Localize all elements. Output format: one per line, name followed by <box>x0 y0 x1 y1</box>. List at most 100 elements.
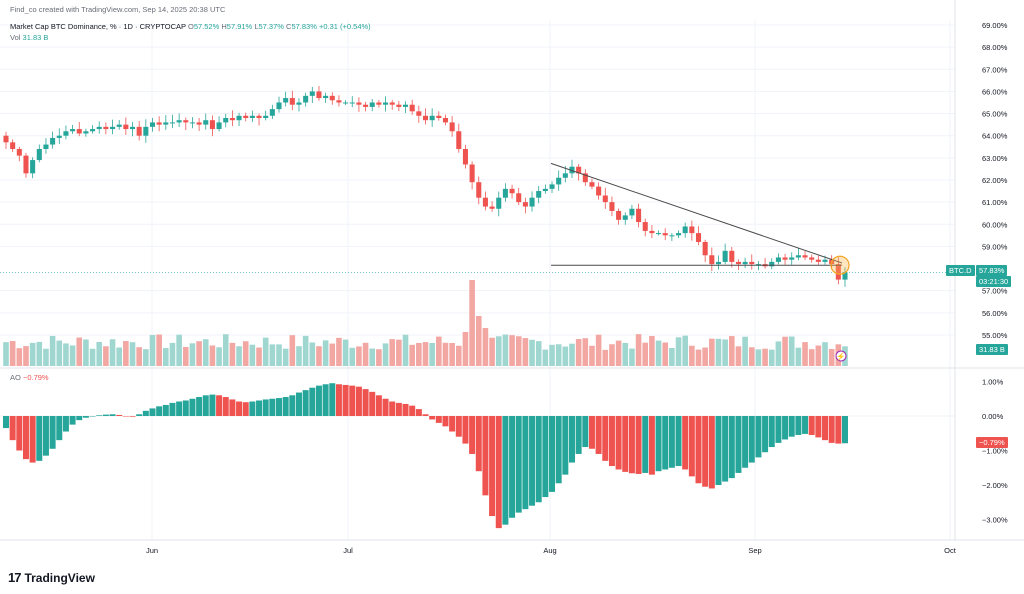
ao-bar <box>156 406 163 416</box>
volume-bar <box>748 347 755 366</box>
ao-bar <box>382 398 389 416</box>
volume-bar <box>256 347 262 366</box>
ao-bar <box>42 416 49 456</box>
vol-value: 31.83 B <box>22 33 49 42</box>
volume-bar <box>163 348 169 366</box>
volume-bar <box>209 345 216 366</box>
candle-body <box>629 208 635 216</box>
candle-body <box>642 222 648 231</box>
volume-bar <box>136 347 142 366</box>
candle-body <box>229 117 235 121</box>
price-badge: 57.83% <box>976 265 1008 276</box>
candle-body <box>209 120 215 130</box>
ao-bar <box>435 416 442 423</box>
candle-body <box>369 102 375 107</box>
volume-bar <box>182 346 189 366</box>
volume-bar <box>702 347 708 366</box>
price-tick-label: 67.00% <box>982 65 1008 74</box>
volume-bar <box>282 348 289 366</box>
ao-bar <box>668 416 675 468</box>
ao-bar <box>216 395 223 416</box>
ao-bar <box>129 416 136 417</box>
candle-body <box>376 102 382 105</box>
ao-bar <box>622 416 629 472</box>
volume-bar <box>555 344 562 366</box>
candle-body <box>116 124 122 127</box>
logo-text: TradingView <box>24 570 95 585</box>
candle-body <box>662 233 668 236</box>
lightning-glyph: ⚡ <box>836 352 845 361</box>
price-tick-label: 62.00% <box>982 176 1008 185</box>
volume-bar <box>695 349 702 366</box>
open-label: O <box>187 22 194 31</box>
volume-bar <box>462 332 469 366</box>
candle-body <box>30 160 36 174</box>
candle-body <box>123 124 129 130</box>
candle-body <box>323 95 329 99</box>
volume-bar <box>269 344 276 366</box>
ao-bar <box>475 416 482 472</box>
ao-bar <box>715 416 722 485</box>
price-tick-label: 65.00% <box>982 110 1008 119</box>
candle-body <box>402 104 409 107</box>
ao-bar <box>755 416 762 458</box>
ao-tick-label: −3.00% <box>982 516 1008 525</box>
month-tick-label: Oct <box>944 546 957 555</box>
candle-body <box>562 173 568 178</box>
ao-bar <box>69 416 76 425</box>
candle-body <box>636 208 642 223</box>
volume-bar <box>316 346 322 366</box>
ao-bar <box>415 409 422 416</box>
candle-body <box>576 166 582 174</box>
volume-bar <box>169 342 176 366</box>
ao-bar <box>295 392 302 416</box>
volume-bar <box>63 343 69 366</box>
volume-bar <box>382 343 389 366</box>
candle-body <box>842 272 848 280</box>
ao-bar <box>36 416 43 461</box>
price-tick-label: 64.00% <box>982 132 1008 141</box>
volume-bar <box>535 341 542 366</box>
volume-bar <box>396 339 402 366</box>
ao-bar <box>688 416 695 477</box>
candle-body <box>722 250 728 262</box>
candle-body <box>456 131 462 149</box>
ao-bar <box>82 416 89 418</box>
ohlc-legend: Market Cap BTC Dominance, % · 1D · CRYPT… <box>10 22 371 32</box>
candle-body <box>243 115 249 118</box>
ao-bar <box>182 400 189 416</box>
volume-bar <box>229 342 236 366</box>
candle-body <box>183 120 189 123</box>
ao-bar <box>748 416 755 463</box>
tradingview-logo[interactable]: 17 TradingView <box>8 570 95 585</box>
ao-bar <box>762 416 769 453</box>
candle-body <box>189 122 195 124</box>
candle-body <box>589 182 595 187</box>
ao-bar <box>788 416 795 437</box>
creator-line: Find_co created with TradingView.com, Se… <box>10 5 226 14</box>
ao-bar <box>62 416 69 432</box>
volume-bar <box>123 341 129 366</box>
volume-bar <box>289 335 296 366</box>
price-tick-label: 63.00% <box>982 154 1008 163</box>
ao-bar <box>595 416 602 454</box>
candle-body <box>283 98 289 103</box>
price-tick-label: 66.00% <box>982 87 1008 96</box>
ao-bar <box>169 402 176 416</box>
candle-body <box>76 129 82 134</box>
ao-bar <box>362 389 369 416</box>
ao-badge: −0.79% <box>976 437 1008 448</box>
ao-bar <box>722 416 729 482</box>
candle-body <box>802 255 808 258</box>
ao-bar <box>562 416 569 475</box>
candle-body <box>835 264 841 280</box>
volume-bar <box>356 346 362 366</box>
volume-bar <box>795 347 802 366</box>
ao-bar <box>229 399 236 416</box>
volume-bar <box>436 336 442 366</box>
volume-bar <box>116 347 122 366</box>
ao-tick-label: 1.00% <box>982 378 1004 387</box>
volume-bar <box>442 342 449 366</box>
candle-body <box>569 166 575 174</box>
